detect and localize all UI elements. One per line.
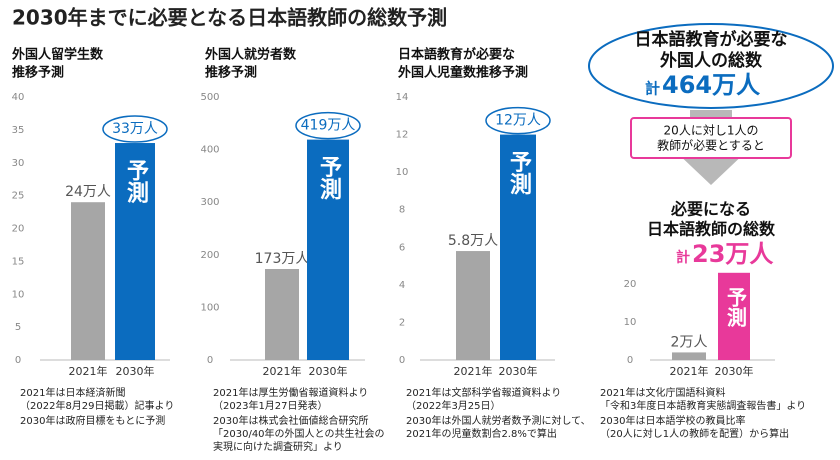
y-tick-label: 0: [627, 355, 633, 366]
label-ellipse: [102, 115, 168, 143]
y-tick-label: 40: [12, 92, 25, 103]
x-tick-label: 2030年: [499, 364, 538, 378]
y-tick-label: 12: [396, 130, 409, 141]
source-note: （2023年1月27日発表）: [213, 399, 328, 412]
total-prefix: 計: [645, 80, 660, 98]
annotation: 予測: [724, 287, 748, 328]
source-note: （2022年8月29日掲載）記事より: [20, 399, 174, 412]
annotation: 予測: [506, 151, 532, 196]
panel-heading: 外国人の総数: [660, 50, 763, 71]
x-tick-label: 2030年: [116, 364, 155, 378]
value-label: 5.8万人: [448, 233, 498, 249]
panel-heading: 日本語教育が必要な: [635, 29, 788, 50]
y-tick-label: 20: [624, 279, 637, 290]
chart-title: 推移予測: [12, 65, 64, 81]
bar: [672, 352, 706, 360]
chart-title: 外国人就労者数: [204, 47, 297, 63]
y-tick-label: 5: [15, 322, 21, 333]
source-note: 2030年は外国人就労者数予測に対して、: [406, 414, 591, 427]
y-tick-label: 30: [12, 158, 25, 169]
bar: [500, 134, 536, 360]
y-tick-label: 400: [200, 145, 219, 156]
source-note: 「令和3年度日本語教育実態調査報告書」より: [600, 399, 806, 412]
x-tick-label: 2021年: [263, 364, 302, 378]
value-label: 23万人: [692, 240, 773, 268]
y-tick-label: 20: [12, 224, 25, 235]
source-note: （2022年3月25日）: [406, 399, 501, 412]
chart-title: 外国人児童数推移予測: [397, 65, 528, 81]
y-tick-label: 0: [399, 355, 405, 366]
value-label: 419万人: [301, 118, 356, 134]
annotation: 予測: [316, 156, 342, 201]
value-label: 24万人: [65, 184, 111, 200]
source-note: 実現に向けた調査研究」より: [213, 440, 343, 453]
source-note: （20人に対し1人の教師を配置）から算出: [600, 427, 789, 440]
y-tick-label: 0: [207, 355, 213, 366]
y-tick-label: 200: [200, 250, 219, 261]
bar: [456, 251, 490, 360]
source-note: 2030年は株式会社価値総合研究所: [213, 414, 368, 427]
x-tick-label: 2030年: [309, 364, 348, 378]
result-heading: 日本語教師の総数: [647, 220, 776, 239]
source-note: 「2030/40年の外国人との共生社会の: [213, 427, 384, 440]
source-note: 2030年は政府目標をもとに予測: [20, 414, 165, 427]
y-tick-label: 8: [399, 205, 405, 216]
bar: [307, 139, 349, 360]
y-tick-label: 2: [399, 317, 405, 328]
y-tick-label: 10: [624, 317, 637, 328]
y-tick-label: 100: [200, 302, 219, 313]
label-ellipse: [295, 111, 361, 140]
x-tick-label: 2021年: [454, 364, 493, 378]
bar: [115, 143, 155, 360]
ratio-note: 教師が必要とすると: [657, 138, 765, 153]
y-tick-label: 300: [200, 197, 219, 208]
source-note: 2030年は日本語学校の教員比率: [600, 414, 745, 427]
x-tick-label: 2021年: [670, 364, 709, 378]
chart-title: 推移予測: [205, 65, 257, 81]
total-ellipse: [588, 23, 834, 109]
result-prefix: 計: [676, 249, 690, 266]
y-tick-label: 6: [399, 242, 405, 253]
y-tick-label: 25: [12, 191, 25, 202]
page-title: 2030年までに必要となる日本語教師の総数予測: [12, 6, 447, 30]
chart-title: 日本語教育が必要な: [398, 47, 515, 63]
label-ellipse: [485, 106, 551, 135]
y-tick-label: 14: [396, 92, 409, 103]
y-tick-label: 10: [396, 167, 409, 178]
ratio-note: 20人に対し1人の: [664, 124, 759, 138]
source-note: 2021年は日本経済新聞: [20, 386, 125, 399]
source-note: 2021年は厚生労働省報道資料より: [213, 386, 368, 399]
value-label: 12万人: [495, 113, 541, 129]
bar: [265, 269, 299, 360]
y-tick-label: 4: [399, 280, 405, 291]
y-tick-label: 500: [200, 92, 219, 103]
y-tick-label: 15: [12, 256, 25, 267]
result-heading: 必要になる: [670, 200, 751, 219]
source-note: 2021年の児童数割合2.8%で算出: [406, 427, 557, 440]
ratio-box: [630, 117, 792, 159]
bar: [71, 202, 105, 360]
value-label: 2万人: [671, 334, 708, 350]
x-tick-label: 2021年: [69, 364, 108, 378]
source-note: 2021年は文部科学省報道資料より: [406, 386, 561, 399]
y-tick-label: 10: [12, 289, 25, 300]
y-tick-label: 35: [12, 125, 25, 136]
chart-title: 外国人留学生数: [11, 47, 104, 63]
value-label: 33万人: [112, 121, 158, 137]
x-tick-label: 2030年: [715, 364, 754, 378]
y-tick-label: 0: [15, 355, 21, 366]
value-label: 173万人: [255, 251, 310, 267]
source-note: 2021年は文化庁国語科資料: [600, 386, 725, 399]
annotation: 予測: [123, 159, 149, 204]
bar: [718, 272, 750, 360]
total-label: 464万人: [662, 71, 760, 99]
